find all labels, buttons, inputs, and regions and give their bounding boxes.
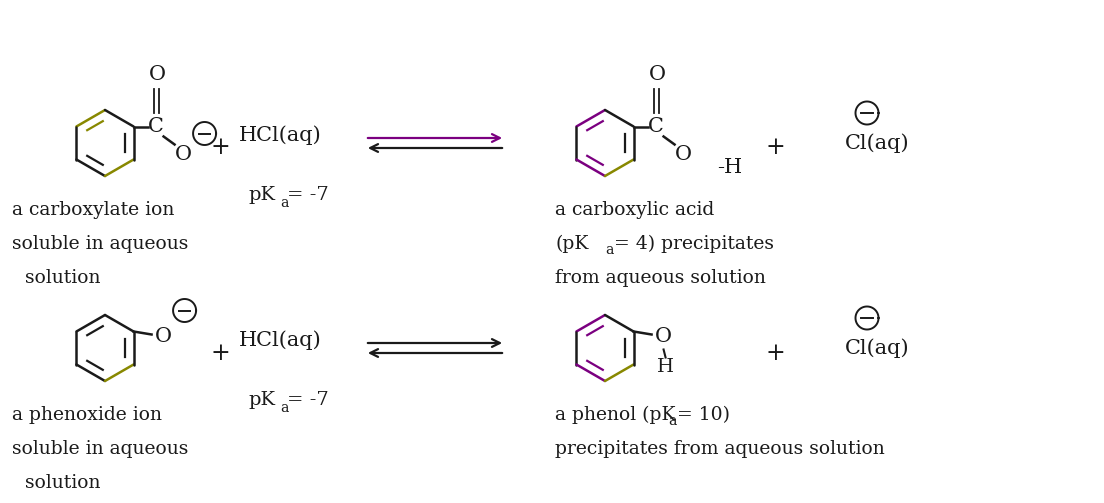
Text: from aqueous solution: from aqueous solution [555,269,766,287]
Text: pK: pK [248,186,275,204]
Text: C: C [648,117,664,136]
Text: a: a [280,196,288,210]
Text: pK: pK [248,391,275,409]
Text: solution: solution [25,474,100,492]
Text: = -7: = -7 [287,186,329,204]
Text: a carboxylate ion: a carboxylate ion [12,201,174,219]
Text: O: O [675,145,692,164]
Text: HCl(aq): HCl(aq) [238,330,321,350]
Text: Cl(aq): Cl(aq) [845,338,910,358]
Text: precipitates from aqueous solution: precipitates from aqueous solution [555,440,884,458]
Text: solution: solution [25,269,100,287]
Text: O: O [649,65,666,84]
Text: +: + [210,342,230,365]
Text: HCl(aq): HCl(aq) [238,125,321,145]
Text: a phenoxide ion: a phenoxide ion [12,406,162,424]
Text: C: C [148,117,163,136]
Text: +: + [765,136,785,159]
Text: a carboxylic acid: a carboxylic acid [555,201,714,219]
Text: +: + [210,136,230,159]
Text: Cl(aq): Cl(aq) [845,133,910,153]
Text: = -7: = -7 [287,391,329,409]
Text: = 10): = 10) [677,406,730,424]
Text: soluble in aqueous: soluble in aqueous [12,235,189,253]
Text: soluble in aqueous: soluble in aqueous [12,440,189,458]
Text: a phenol (pK: a phenol (pK [555,406,676,424]
Text: O: O [176,145,192,164]
Text: -H: -H [718,158,743,177]
Text: a: a [668,414,677,428]
Text: (pK: (pK [555,235,588,253]
Text: H: H [657,358,675,376]
Text: a: a [280,401,288,415]
Text: = 4) precipitates: = 4) precipitates [614,235,774,253]
Text: O: O [655,327,672,346]
Text: a: a [605,243,614,257]
Text: +: + [765,342,785,365]
Text: O: O [149,65,166,84]
Text: O: O [155,327,172,346]
